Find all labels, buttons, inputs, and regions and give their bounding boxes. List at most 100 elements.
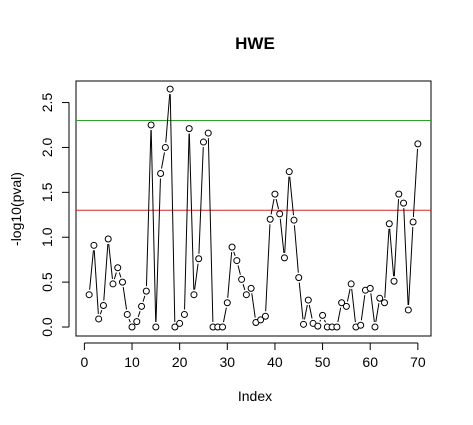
series-segment: [108, 243, 113, 280]
data-point: [338, 299, 346, 307]
series-segment: [298, 282, 304, 320]
data-point: [233, 257, 241, 265]
series-segment: [207, 138, 214, 323]
data-point: [199, 138, 207, 146]
series-segment: [308, 304, 313, 319]
data-point: [276, 210, 284, 218]
series-segment: [113, 272, 117, 280]
data-point: [242, 291, 250, 299]
series-segment: [142, 295, 146, 302]
data-point: [166, 85, 174, 93]
series-segment: [93, 250, 99, 314]
series-segment: [233, 251, 236, 257]
data-point: [395, 190, 403, 198]
x-tick-label: 70: [410, 354, 426, 370]
data-point: [357, 321, 365, 329]
series-segment: [103, 243, 109, 301]
y-tick-label: 2.0: [39, 138, 55, 158]
data-point: [90, 241, 98, 249]
data-point: [400, 199, 408, 207]
data-point: [204, 129, 212, 137]
data-point: [147, 121, 155, 129]
data-point: [271, 190, 279, 198]
x-tick-label: 40: [267, 354, 283, 370]
series-segment: [128, 318, 131, 323]
data-point: [347, 280, 355, 288]
series-segment: [251, 293, 256, 318]
y-tick-label: 1.0: [39, 227, 55, 247]
series-segment: [351, 288, 356, 323]
y-tick-label: 2.5: [39, 93, 55, 113]
data-point: [366, 284, 374, 292]
x-tick-label: 60: [362, 354, 378, 370]
series-segment: [375, 303, 380, 323]
data-point: [409, 218, 417, 226]
data-point: [114, 264, 122, 272]
data-point: [85, 291, 93, 299]
series-segment: [389, 228, 395, 277]
series-segment: [293, 225, 299, 273]
data-point: [333, 323, 341, 331]
series-segment: [89, 250, 94, 290]
series-segment: [337, 307, 342, 323]
data-point: [385, 220, 393, 228]
x-axis: 0 10 20 30 40 50 60 70: [80, 342, 426, 370]
x-tick-label: 0: [80, 354, 88, 370]
series-points: [85, 85, 422, 331]
data-point: [95, 315, 103, 323]
x-tick-label: 30: [220, 354, 236, 370]
series-segment: [303, 304, 308, 320]
series-segment: [403, 208, 409, 305]
series-segment: [393, 199, 400, 277]
x-axis-label: Index: [238, 388, 272, 404]
data-point: [314, 322, 322, 330]
series-segment: [412, 148, 419, 218]
data-point: [257, 316, 265, 324]
data-point: [118, 278, 126, 286]
data-point: [185, 125, 193, 133]
reference-lines: [76, 120, 431, 211]
data-point: [195, 255, 203, 263]
series-segment: [99, 310, 103, 315]
series-segment: [150, 129, 157, 323]
y-tick-label: 0.0: [39, 317, 55, 337]
data-point: [142, 287, 150, 295]
series-segment: [370, 293, 375, 323]
data-point: [128, 323, 136, 331]
series-segment: [279, 218, 285, 253]
data-point: [228, 243, 236, 251]
series-segment: [165, 94, 171, 143]
data-point: [109, 280, 117, 288]
data-point: [152, 323, 160, 331]
data-point: [295, 274, 303, 282]
data-point: [404, 306, 412, 314]
data-point: [290, 216, 298, 224]
data-point: [304, 296, 312, 304]
data-point: [223, 299, 231, 307]
data-point: [171, 323, 179, 331]
series-segment: [270, 198, 275, 215]
data-point: [133, 318, 141, 326]
data-point: [190, 291, 198, 299]
series-lines: [89, 94, 419, 323]
series-segment: [242, 284, 246, 291]
y-tick-label: 0.5: [39, 272, 55, 292]
series-segment: [237, 265, 241, 275]
data-point: [247, 284, 255, 292]
data-point: [176, 319, 184, 327]
series-segment: [289, 176, 295, 216]
data-point: [285, 168, 293, 176]
series-segment: [118, 272, 122, 278]
data-point: [123, 310, 131, 318]
series-segment: [223, 307, 227, 323]
series-segment: [384, 228, 390, 298]
data-point: [104, 235, 112, 243]
series-segment: [227, 252, 233, 298]
data-point: [261, 312, 269, 320]
series-segment: [137, 310, 141, 318]
data-point: [381, 299, 389, 307]
series-segment: [194, 263, 199, 290]
data-point: [414, 140, 422, 148]
data-point: [238, 275, 246, 283]
